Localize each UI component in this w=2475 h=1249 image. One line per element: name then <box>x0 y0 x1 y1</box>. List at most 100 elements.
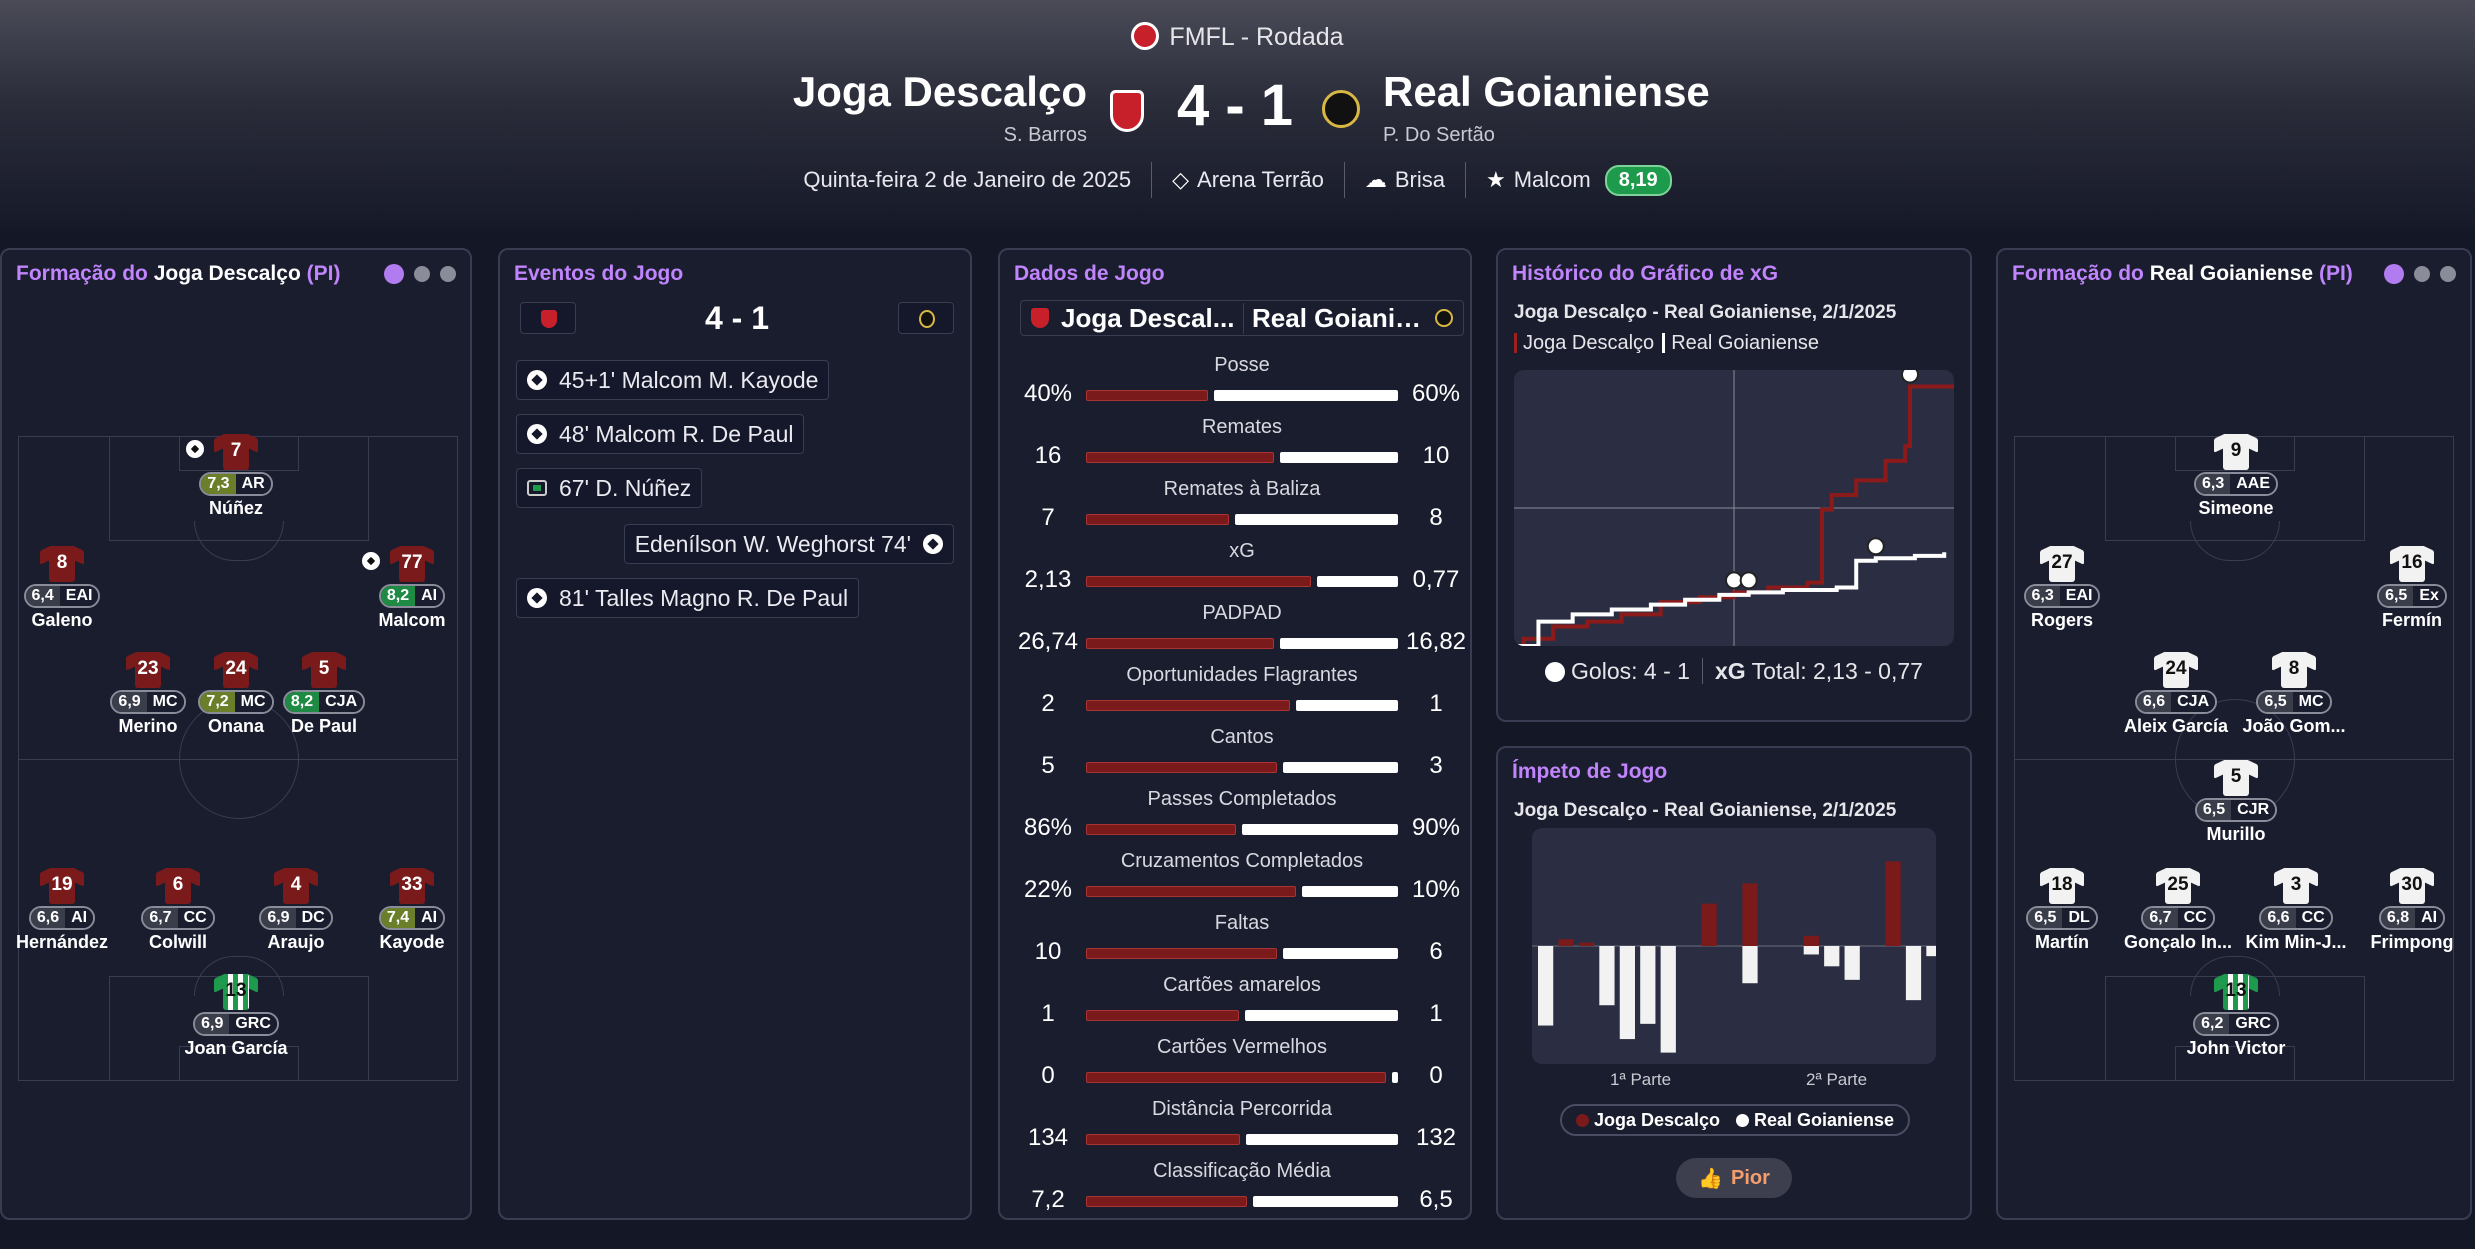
stadium-icon: ◇ <box>1172 167 1190 192</box>
stat-away-value: 132 <box>1415 1124 1457 1151</box>
player-card[interactable]: 33 7,4 AI Kayode <box>352 867 472 953</box>
shirt-number: 9 <box>2230 440 2242 461</box>
player-position: EAI <box>2059 586 2099 606</box>
page-dots[interactable] <box>2384 264 2456 284</box>
player-card[interactable]: 19 6,6 AI Hernández <box>2 867 122 953</box>
stat-away-bar <box>1280 452 1398 463</box>
momentum-bar-away <box>1619 946 1635 1040</box>
event-item[interactable]: 67' D. Núñez <box>516 468 703 508</box>
player-card[interactable]: 16 6,5 Ex Fermín <box>2352 545 2472 631</box>
player-card[interactable]: 25 6,7 CC Gonçalo In... <box>2118 867 2238 953</box>
stat-label: Cartões Vermelhos <box>1156 1036 1328 1058</box>
player-card[interactable]: 7 7,3 AR Núñez <box>176 433 296 519</box>
away-manager[interactable]: P. Do Sertão <box>1383 124 1495 146</box>
player-card[interactable]: 3 6,6 CC Kim Min-J... <box>2236 867 2356 953</box>
best-player[interactable]: Malcom <box>1513 167 1591 192</box>
player-card[interactable]: 5 8,2 CJA De Paul <box>264 651 384 737</box>
stat-home-bar <box>1086 1010 1239 1021</box>
away-crest-icon <box>1322 90 1360 128</box>
xg-goals: Golos: 4 - 1 <box>1571 658 1690 684</box>
shirt-icon: 13 <box>2214 973 2258 1010</box>
page-dot-1[interactable] <box>2384 264 2404 284</box>
shirt-icon: 24 <box>2154 651 2198 688</box>
worse-button[interactable]: 👍 Pior <box>1676 1158 1792 1198</box>
momentum-chart <box>1532 828 1936 1064</box>
page-dot-3[interactable] <box>2440 266 2456 282</box>
events-score: 4 - 1 <box>704 300 770 336</box>
away-team-name[interactable]: Real Goianiense <box>1383 68 1710 115</box>
player-card[interactable]: 27 6,3 EAI Rogers <box>2002 545 2122 631</box>
player-card[interactable]: 13 6,2 GRC John Victor <box>2176 973 2296 1059</box>
player-rating: 6,5 <box>2196 800 2232 820</box>
player-position: AI <box>2415 908 2444 928</box>
home-manager[interactable]: S. Barros <box>1003 124 1087 146</box>
player-name: Araujo <box>267 932 325 952</box>
player-rating-badge: 6,6 CC <box>2259 906 2333 930</box>
stat-home-value: 86% <box>1023 814 1073 841</box>
player-rating-badge: 6,2 GRC <box>2193 1012 2279 1036</box>
event-item[interactable]: 81' Talles Magno R. De Paul <box>516 578 860 618</box>
shirt-number: 13 <box>2225 980 2247 1001</box>
shirt-icon: 30 <box>2390 867 2434 904</box>
page-dots[interactable] <box>384 264 456 284</box>
shirt-number: 19 <box>51 874 73 895</box>
player-rating: 6,6 <box>2261 908 2296 928</box>
player-name: Gonçalo In... <box>2123 932 2232 952</box>
player-position: CC <box>2295 908 2331 928</box>
player-card[interactable]: 5 6,5 CJR Murillo <box>2176 759 2296 845</box>
stat-home-value: 0 <box>1041 1062 1055 1089</box>
player-card[interactable]: 30 6,8 AI Frimpong <box>2352 867 2472 953</box>
player-card[interactable]: 77 8,2 AI Malcom <box>352 545 472 631</box>
page-dot-1[interactable] <box>384 264 404 284</box>
stat-row: PADPAD 26,74 16,82 <box>1010 602 1474 662</box>
competition-logo-icon <box>1131 22 1160 50</box>
player-card[interactable]: 9 6,3 AAE Simeone <box>2176 433 2296 519</box>
event-item[interactable]: 45+1' Malcom M. Kayode <box>516 360 830 400</box>
events-score-row: 4 - 1 <box>520 300 954 338</box>
player-card[interactable]: 8 6,4 EAI Galeno <box>2 545 122 631</box>
stat-label: Cantos <box>1210 726 1274 748</box>
player-card[interactable]: 18 6,5 DL Martín <box>2002 867 2122 953</box>
player-name: Simeone <box>2198 498 2274 518</box>
momentum-bar-away <box>1660 946 1676 1053</box>
xg-footer: Golos: 4 - 1 xG Total: 2,13 - 0,77 <box>1514 658 1954 685</box>
event-item[interactable]: 48' Malcom R. De Paul <box>516 414 805 454</box>
player-rating-badge: 6,6 CJA <box>2134 690 2218 714</box>
shirt-icon: 33 <box>390 867 434 904</box>
player-card[interactable]: 13 6,9 GRC Joan García <box>176 973 296 1059</box>
player-position: Ex <box>2413 586 2445 606</box>
player-card[interactable]: 24 7,2 MC Onana <box>176 651 296 737</box>
stat-away-value: 1 <box>1429 1000 1443 1027</box>
home-lineup-panel: Formação do Joga Descalço (PI) 7 7,3 AR Núñ… <box>0 248 472 1220</box>
page-dot-3[interactable] <box>440 266 456 282</box>
page-dot-2[interactable] <box>414 266 430 282</box>
goal-marker-home <box>1725 571 1743 590</box>
player-position: GRC <box>2229 1014 2277 1034</box>
momentum-bar-home <box>1558 939 1574 946</box>
page-dot-2[interactable] <box>2414 266 2430 282</box>
player-rating: 6,2 <box>2195 1014 2230 1034</box>
stats-team-header: Joga Descal... Real Goianie... <box>1020 300 1464 336</box>
player-card[interactable]: 6 6,7 CC Colwill <box>118 867 238 953</box>
stat-home-bar <box>1086 948 1278 959</box>
momentum-bar-away <box>1926 946 1936 957</box>
event-item[interactable]: Edenílson W. Weghorst 74' <box>623 524 954 564</box>
panel-title: Dados de Jogo <box>1014 262 1165 285</box>
player-card[interactable]: 8 6,5 MC João Gom... <box>2234 651 2354 737</box>
player-card[interactable]: 23 6,9 MC Merino <box>88 651 208 737</box>
home-team-name[interactable]: Joga Descalço <box>792 68 1087 115</box>
stadium[interactable]: Arena Terrão <box>1197 167 1324 192</box>
home-crest-icon <box>1110 90 1144 132</box>
goal-marker-home <box>1739 571 1758 590</box>
player-card[interactable]: 24 6,6 CJA Aleix García <box>2116 651 2236 737</box>
stat-away-value: 16,82 <box>1405 628 1467 655</box>
shirt-icon: 13 <box>214 973 258 1010</box>
shirt-icon: 19 <box>40 867 84 904</box>
momentum-bar-home <box>1885 861 1901 946</box>
stat-row: Faltas 10 6 <box>1010 912 1474 972</box>
xg-panel: Histórico do Gráfico de xG Joga Descalço… <box>1496 248 1972 722</box>
player-name: João Gom... <box>2242 716 2346 736</box>
shirt-number: 18 <box>2051 874 2073 895</box>
stat-home-bar <box>1086 1072 1386 1083</box>
player-card[interactable]: 4 6,9 DC Araujo <box>236 867 356 953</box>
